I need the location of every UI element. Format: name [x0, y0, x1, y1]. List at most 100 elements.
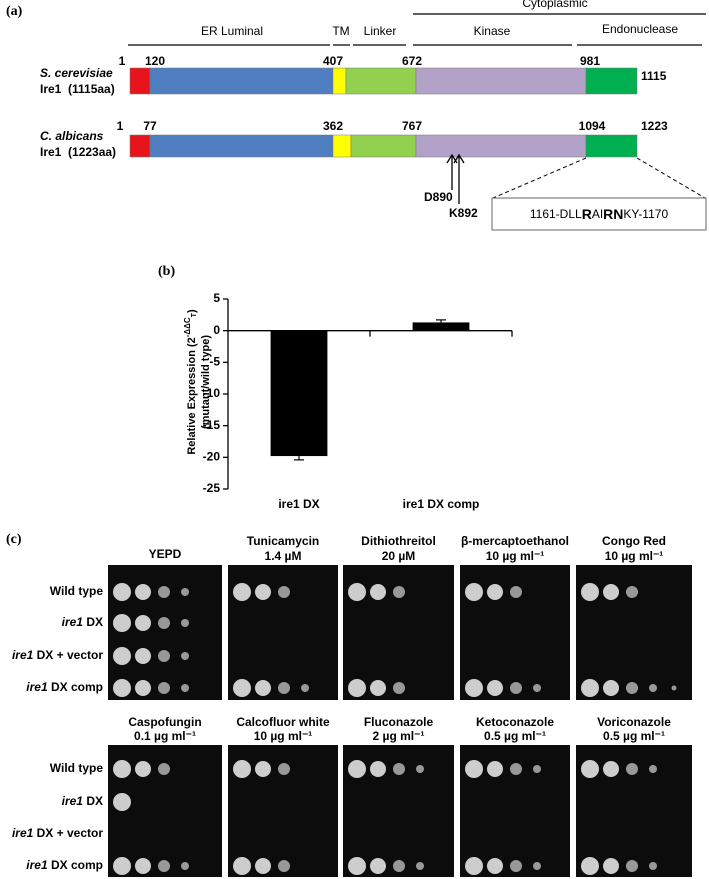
colony-spot	[135, 615, 151, 631]
position: 1223	[641, 119, 668, 133]
label-part: ire1	[12, 826, 34, 840]
callout-line	[492, 157, 587, 199]
colony-spot	[649, 765, 657, 773]
colony-spot	[255, 761, 271, 777]
colony-spot	[487, 761, 503, 777]
colony-spot	[465, 760, 483, 778]
y-tick-label: -20	[203, 450, 221, 464]
row-label: ire1 DX comp	[26, 680, 103, 694]
condition-label: 10 µg ml⁻¹	[486, 549, 545, 563]
protein: Ire1 (1115aa)	[40, 82, 115, 96]
condition-label: 20 µM	[382, 549, 416, 563]
species: S. cerevisiae	[40, 66, 113, 80]
colony-spot	[348, 760, 366, 778]
domain	[149, 67, 334, 95]
position: 77	[143, 119, 157, 133]
colony-spot	[626, 586, 638, 598]
species: C. albicans	[40, 129, 104, 143]
colony-spot	[581, 857, 599, 875]
colony-spot	[603, 858, 619, 874]
colony-spot	[158, 617, 170, 629]
y-tick-label: 5	[213, 291, 220, 305]
position: 407	[323, 54, 343, 68]
y-axis-label: Relative Expression (2-ΔΔCT)	[183, 309, 198, 455]
header: TM	[332, 24, 349, 38]
colony-spot	[487, 858, 503, 874]
colony-spot	[626, 860, 638, 872]
position: 1	[117, 119, 124, 133]
position: 981	[580, 54, 600, 68]
row-label: Wild type	[50, 584, 104, 598]
colony-spot	[370, 584, 386, 600]
colony-spot	[393, 860, 405, 872]
colony-spot	[113, 614, 131, 632]
row-label: Wild type	[50, 761, 104, 775]
colony-spot	[603, 761, 619, 777]
colony-spot	[416, 765, 424, 773]
colony-spot	[135, 648, 151, 664]
colony-spot	[113, 679, 131, 697]
bar-chart: -25 -20 -15 -10 -5 0 5 ire1 DX ire1 DX comp	[203, 291, 513, 511]
callout-line	[636, 157, 706, 199]
position: 1	[119, 54, 126, 68]
colony-spot	[278, 860, 290, 872]
colony-spot	[370, 680, 386, 696]
label-part: DX comp	[48, 680, 103, 694]
colony-spot	[233, 760, 251, 778]
row-label: ire1 DX comp	[26, 858, 103, 872]
condition-label: Fluconazole	[364, 715, 434, 729]
site: K892	[449, 206, 478, 220]
colony-spot	[510, 860, 522, 872]
motif-part: 1161-DLL	[530, 207, 582, 221]
colony-spot	[255, 680, 271, 696]
domain	[415, 67, 587, 95]
label-part: DX + vector	[33, 648, 103, 662]
condition-label: 10 µg ml⁻¹	[254, 729, 313, 743]
colony-spot	[233, 679, 251, 697]
colony-spot	[113, 760, 131, 778]
motif-part: RN	[603, 206, 623, 222]
condition-label: Congo Red	[602, 534, 666, 548]
position: 120	[145, 54, 165, 68]
sc-domains	[129, 67, 638, 95]
condition-label: Voriconazole	[597, 715, 671, 729]
colony-spot	[465, 583, 483, 601]
domain	[129, 67, 151, 95]
domain	[149, 134, 334, 158]
colony-spot	[135, 858, 151, 874]
colony-spot	[301, 684, 309, 692]
motif-part: KY-1170	[623, 207, 668, 221]
colony-spot	[255, 584, 271, 600]
header: ER Luminal	[201, 24, 263, 38]
row-label: ire1 DX + vector	[12, 826, 103, 840]
header: Kinase	[474, 24, 511, 38]
domain	[129, 134, 151, 158]
condition-label: Caspofungin	[128, 715, 201, 729]
condition-label: 1.4 µM	[265, 549, 302, 563]
colony-spot	[393, 586, 405, 598]
colony-spot	[370, 761, 386, 777]
colony-spot	[603, 680, 619, 696]
colony-spot	[348, 583, 366, 601]
label-part: Wild type	[50, 761, 104, 775]
colony-spot	[158, 586, 170, 598]
domain	[332, 67, 347, 95]
y-tick-label: -5	[209, 355, 220, 369]
panel-label: (a)	[6, 4, 23, 19]
site: D890	[424, 190, 453, 204]
colony-spot	[158, 650, 170, 662]
label-part: Relative Expression (2	[186, 337, 198, 454]
bar	[412, 322, 470, 331]
colony-spot	[626, 763, 638, 775]
y-tick-label: -15	[203, 418, 221, 432]
label-part: DX + vector	[33, 826, 103, 840]
colony-spot	[393, 682, 405, 694]
domain	[585, 134, 638, 158]
colony-spot	[581, 679, 599, 697]
label-part: Wild type	[50, 584, 104, 598]
domain-headers: ER Luminal TM Linker Cytoplasmic Kinase …	[128, 0, 706, 46]
panel-label: (b)	[158, 264, 175, 279]
colony-spot	[158, 682, 170, 694]
colony-spot	[510, 586, 522, 598]
position: 767	[402, 119, 422, 133]
